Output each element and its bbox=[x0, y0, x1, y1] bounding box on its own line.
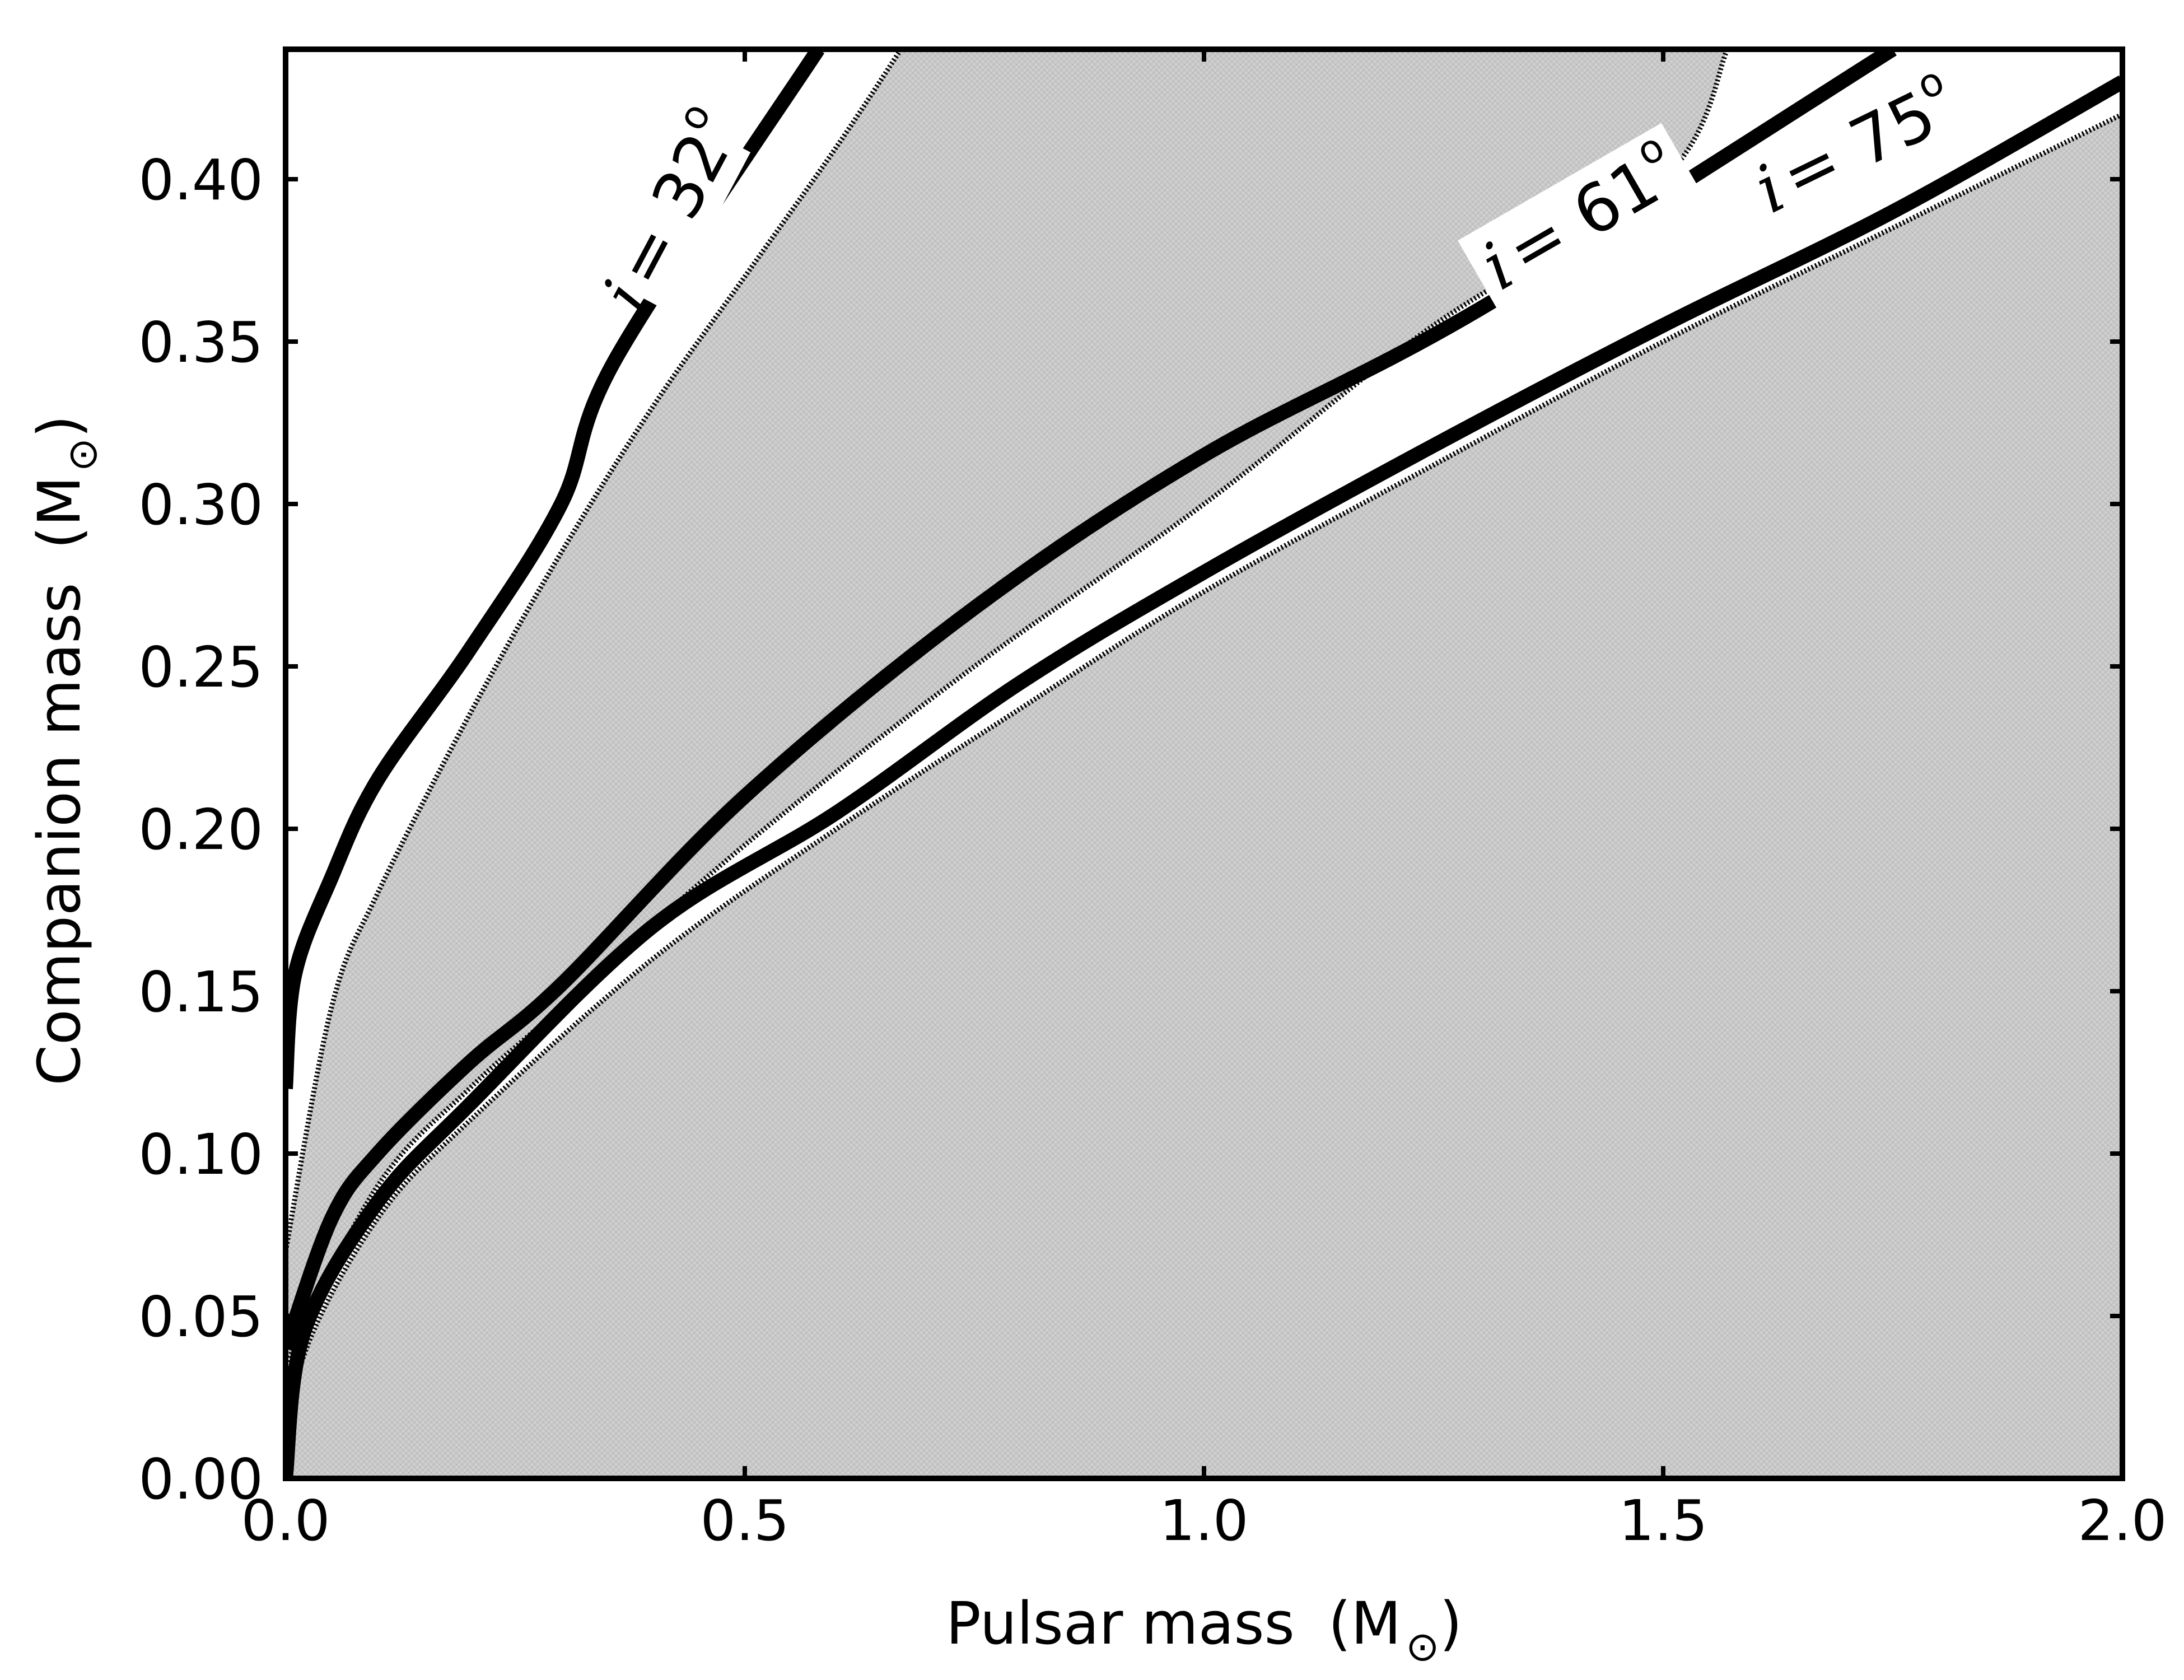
mass-bound-dotted-1 bbox=[286, 49, 903, 1252]
x-tick-label: 1.0 bbox=[1159, 1488, 1248, 1553]
inclination-label-gap-2 bbox=[1458, 123, 1704, 314]
inclination-curve-1 bbox=[286, 49, 825, 1090]
inclination-label-gap-1 bbox=[592, 113, 751, 311]
inclination-label-gap-3 bbox=[1732, 57, 1981, 236]
excluded-region-hatch bbox=[286, 49, 2122, 1478]
y-tick-label: 0.30 bbox=[138, 472, 263, 538]
x-tick-label: 0.5 bbox=[700, 1488, 789, 1553]
axis-ticks bbox=[283, 49, 2125, 1481]
inclination-curve-3 bbox=[286, 75, 2122, 1478]
y-tick-label: 0.00 bbox=[138, 1446, 263, 1512]
mass-bound-dotted-3 bbox=[286, 111, 2122, 1478]
y-axis-label: Companion mass(M⊙) bbox=[25, 415, 106, 1085]
inclination-curve-2 bbox=[286, 49, 1897, 1351]
y-tick-label: 0.35 bbox=[138, 310, 263, 375]
y-tick-label: 0.25 bbox=[138, 634, 263, 700]
x-tick-label: 0.0 bbox=[241, 1488, 330, 1553]
y-tick-label: 0.40 bbox=[138, 147, 263, 213]
x-tick-label: 2.0 bbox=[2078, 1488, 2167, 1553]
y-tick-label: 0.05 bbox=[138, 1284, 263, 1350]
y-axis-sun-symbol: ⊙ bbox=[59, 438, 106, 472]
y-tick-label: 0.10 bbox=[138, 1122, 263, 1187]
x-axis-sun-symbol: ⊙ bbox=[1406, 1623, 1439, 1670]
x-tick-label: 1.5 bbox=[1618, 1488, 1707, 1553]
x-axis-label: Pulsar mass (M ⊙) bbox=[946, 1589, 1462, 1670]
y-tick-label: 0.15 bbox=[138, 959, 263, 1025]
tick-labels: 0.0 0.5 1.0 1.5 2.0 0.00 0.05 0.10 0.15 0.20 0.25 0… bbox=[138, 147, 2167, 1553]
y-tick-label: 0.20 bbox=[138, 797, 263, 862]
